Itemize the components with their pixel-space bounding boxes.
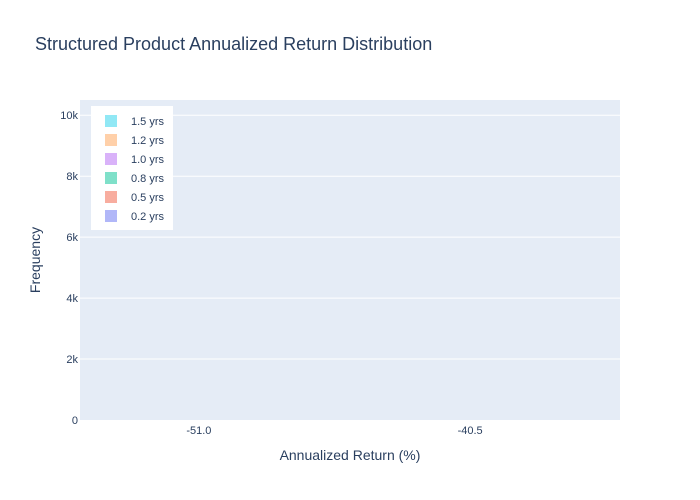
legend-label: 0.5 yrs xyxy=(131,192,165,204)
legend-label: 0.8 yrs xyxy=(131,173,165,185)
legend-box xyxy=(91,106,173,230)
y-axis-title: Frequency xyxy=(27,227,43,293)
y-axis-ticks: 0 2k 4k 6k 8k 10k xyxy=(60,110,78,427)
legend-items: 1.5 yrs 1.2 yrs 1.0 yrs 0.8 yrs 0.5 yrs 0.2 y… xyxy=(105,115,165,223)
x-tick-label: -51.0 xyxy=(186,425,211,437)
legend-swatch xyxy=(105,134,117,146)
legend-swatch xyxy=(105,153,117,165)
legend-swatch xyxy=(105,115,117,127)
x-axis-ticks: -51.0 -40.5 xyxy=(186,425,482,437)
legend-swatch xyxy=(105,210,117,222)
legend-label: 0.2 yrs xyxy=(131,211,165,223)
legend-swatch xyxy=(105,172,117,184)
y-tick-label: 4k xyxy=(66,293,78,305)
legend-label: 1.5 yrs xyxy=(131,116,165,128)
legend-swatch xyxy=(105,191,117,203)
y-tick-label: 0 xyxy=(72,415,78,427)
y-tick-label: 2k xyxy=(66,354,78,366)
chart-title: Structured Product Annualized Return Dis… xyxy=(35,34,432,54)
y-tick-label: 10k xyxy=(60,110,78,122)
x-axis-title: Annualized Return (%) xyxy=(280,447,421,463)
y-tick-label: 6k xyxy=(66,232,78,244)
legend: 1.5 yrs 1.2 yrs 1.0 yrs 0.8 yrs 0.5 yrs 0.2 y… xyxy=(91,106,173,230)
x-tick-label: -40.5 xyxy=(458,425,483,437)
legend-label: 1.2 yrs xyxy=(131,135,165,147)
y-tick-label: 8k xyxy=(66,171,78,183)
legend-label: 1.0 yrs xyxy=(131,154,165,166)
